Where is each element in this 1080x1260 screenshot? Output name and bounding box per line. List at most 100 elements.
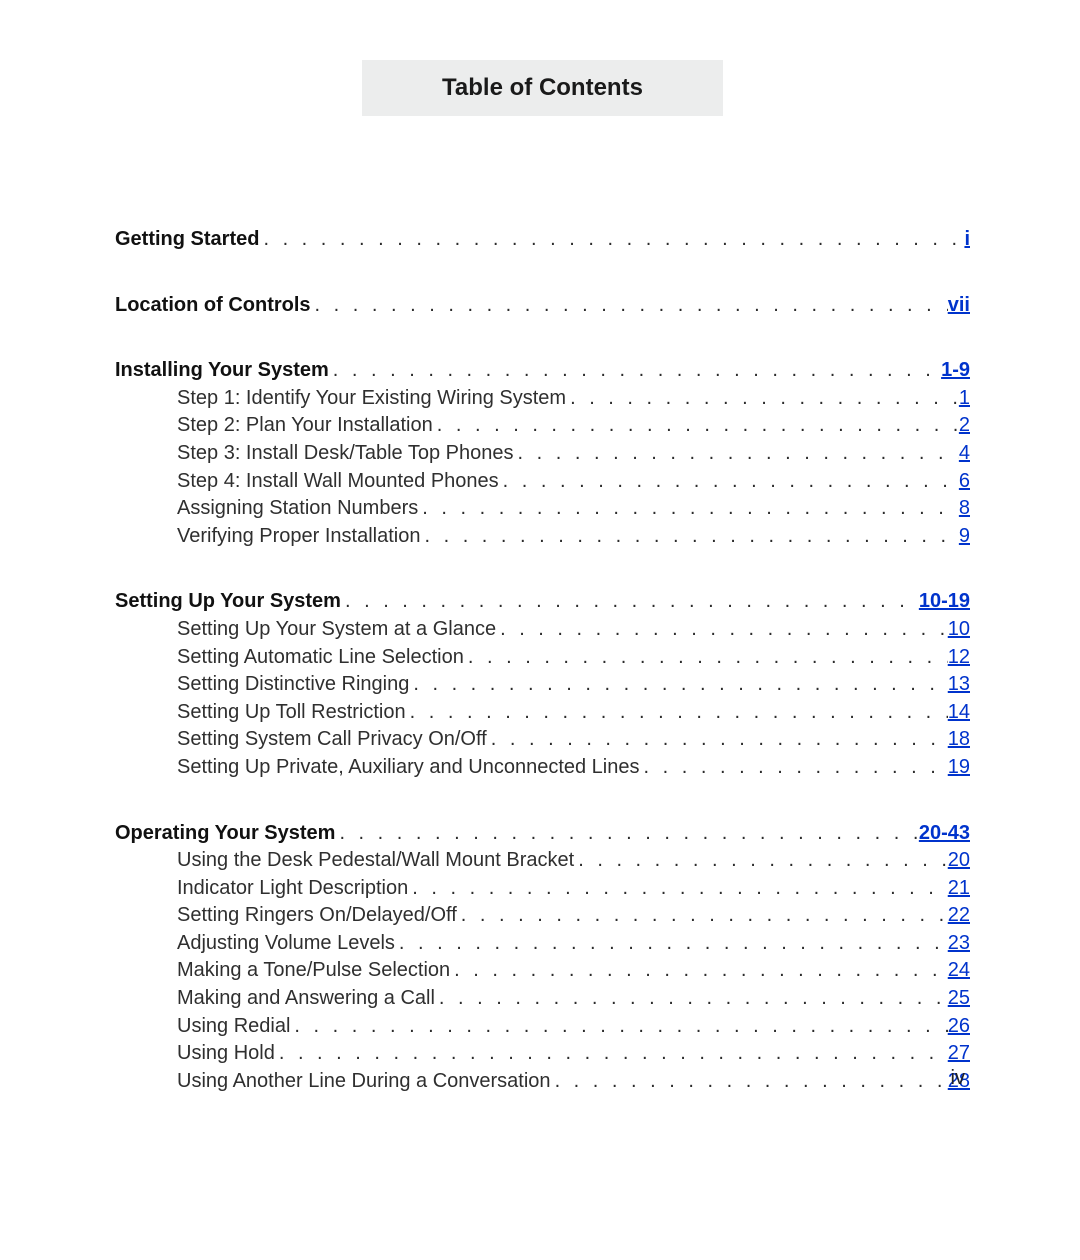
toc-page-link[interactable]: 10 (948, 616, 970, 644)
leader-dots (551, 1068, 948, 1096)
toc-page-link[interactable]: 24 (948, 957, 970, 985)
toc-page-link[interactable]: 13 (948, 671, 970, 699)
toc-section-head: Getting Started i (115, 226, 970, 254)
toc-item-label: Assigning Station Numbers (177, 495, 418, 523)
toc-page-link[interactable]: 1 (959, 385, 970, 413)
toc-item: Setting Up Toll Restriction 14 (115, 699, 970, 727)
toc-page-link[interactable]: 27 (948, 1040, 970, 1068)
page: Table of Contents Getting Started i Locati… (0, 0, 1080, 1260)
toc-item-label: Using Redial (177, 1013, 290, 1041)
toc-section: Installing Your System 1-9 Step 1: Identif… (115, 357, 970, 550)
toc-item: Making a Tone/Pulse Selection 24 (115, 957, 970, 985)
leader-dots (435, 985, 948, 1013)
leader-dots (406, 699, 948, 727)
toc-page-link[interactable]: 1-9 (941, 357, 970, 385)
toc-item: Step 3: Install Desk/Table Top Phones 4 (115, 440, 970, 468)
toc-page-link[interactable]: 21 (948, 875, 970, 903)
toc-page-link[interactable]: 26 (948, 1013, 970, 1041)
toc-item: Making and Answering a Call 25 (115, 985, 970, 1013)
leader-dots (395, 930, 948, 958)
toc-item: Using Redial 26 (115, 1013, 970, 1041)
toc-section-label: Location of Controls (115, 292, 311, 320)
toc-page-link[interactable]: 19 (948, 754, 970, 782)
toc-item-label: Setting System Call Privacy On/Off (177, 726, 487, 754)
toc-item-label: Setting Up Toll Restriction (177, 699, 406, 727)
toc-item-label: Step 4: Install Wall Mounted Phones (177, 468, 499, 496)
page-title: Table of Contents (362, 60, 723, 116)
leader-dots (420, 523, 958, 551)
toc-item-label: Step 3: Install Desk/Table Top Phones (177, 440, 514, 468)
toc-item-label: Making and Answering a Call (177, 985, 435, 1013)
toc-section-label: Setting Up Your System (115, 588, 341, 616)
toc-page-link[interactable]: 9 (959, 523, 970, 551)
toc-page-link[interactable]: 20 (948, 847, 970, 875)
title-wrap: Table of Contents (115, 60, 970, 116)
leader-dots (464, 644, 948, 672)
toc-page-link[interactable]: 14 (948, 699, 970, 727)
toc-section-label: Operating Your System (115, 820, 335, 848)
leader-dots (311, 292, 948, 320)
toc-page-link[interactable]: 6 (959, 468, 970, 496)
toc-item-label: Setting Distinctive Ringing (177, 671, 409, 699)
toc-section-head: Installing Your System 1-9 (115, 357, 970, 385)
leader-dots (418, 495, 959, 523)
toc-page-link[interactable]: vii (948, 292, 970, 320)
toc-item-label: Step 2: Plan Your Installation (177, 412, 433, 440)
toc-item-label: Using Another Line During a Conversation (177, 1068, 551, 1096)
toc-item: Adjusting Volume Levels 23 (115, 930, 970, 958)
toc-item: Setting Automatic Line Selection 12 (115, 644, 970, 672)
toc-page-link[interactable]: 25 (948, 985, 970, 1013)
toc-item: Setting System Call Privacy On/Off 18 (115, 726, 970, 754)
toc-item: Step 4: Install Wall Mounted Phones 6 (115, 468, 970, 496)
toc-section: Getting Started i (115, 226, 970, 254)
leader-dots (574, 847, 948, 875)
leader-dots (499, 468, 959, 496)
toc-section-head: Location of Controls vii (115, 292, 970, 320)
toc-page-link[interactable]: 18 (948, 726, 970, 754)
toc-item: Using the Desk Pedestal/Wall Mount Brack… (115, 847, 970, 875)
toc-page-link[interactable]: 4 (959, 440, 970, 468)
leader-dots (496, 616, 948, 644)
leader-dots (341, 588, 919, 616)
toc-item-label: Setting Up Private, Auxiliary and Unconn… (177, 754, 640, 782)
toc-item: Verifying Proper Installation 9 (115, 523, 970, 551)
toc-section-head: Setting Up Your System 10-19 (115, 588, 970, 616)
leader-dots (290, 1013, 947, 1041)
toc-item-label: Using Hold (177, 1040, 275, 1068)
page-number: iv (951, 1067, 965, 1090)
leader-dots (409, 671, 947, 699)
toc-section-label: Getting Started (115, 226, 259, 254)
toc-item: Using Hold 27 (115, 1040, 970, 1068)
leader-dots (335, 820, 918, 848)
toc-section: Operating Your System 20-43 Using the Desk… (115, 820, 970, 1096)
toc-page-link[interactable]: 8 (959, 495, 970, 523)
toc-item: Setting Up Your System at a Glance10 (115, 616, 970, 644)
toc-item-label: Making a Tone/Pulse Selection (177, 957, 450, 985)
toc-item: Setting Ringers On/Delayed/Off 22 (115, 902, 970, 930)
toc-item-label: Setting Ringers On/Delayed/Off (177, 902, 457, 930)
toc-page-link[interactable]: 22 (948, 902, 970, 930)
toc-page-link[interactable]: 2 (959, 412, 970, 440)
toc-page-link[interactable]: 23 (948, 930, 970, 958)
toc-item: Setting Distinctive Ringing 13 (115, 671, 970, 699)
toc-page-link[interactable]: 10-19 (919, 588, 970, 616)
toc-item-label: Setting Automatic Line Selection (177, 644, 464, 672)
leader-dots (450, 957, 948, 985)
leader-dots (408, 875, 948, 903)
toc-page-link[interactable]: 12 (948, 644, 970, 672)
toc-item: Setting Up Private, Auxiliary and Unconn… (115, 754, 970, 782)
toc-item: Step 2: Plan Your Installation 2 (115, 412, 970, 440)
toc-page-link[interactable]: i (964, 226, 970, 254)
toc-item-label: Step 1: Identify Your Existing Wiring Sy… (177, 385, 566, 413)
toc-section: Setting Up Your System 10-19Setting Up Yo… (115, 588, 970, 781)
toc-item-label: Verifying Proper Installation (177, 523, 420, 551)
toc-item: Using Another Line During a Conversation… (115, 1068, 970, 1096)
leader-dots (433, 412, 959, 440)
toc-item-label: Indicator Light Description (177, 875, 408, 903)
toc-item-label: Using the Desk Pedestal/Wall Mount Brack… (177, 847, 574, 875)
leader-dots (640, 754, 948, 782)
toc-item: Indicator Light Description 21 (115, 875, 970, 903)
toc-item-label: Adjusting Volume Levels (177, 930, 395, 958)
toc-page-link[interactable]: 20-43 (919, 820, 970, 848)
toc-section-label: Installing Your System (115, 357, 329, 385)
